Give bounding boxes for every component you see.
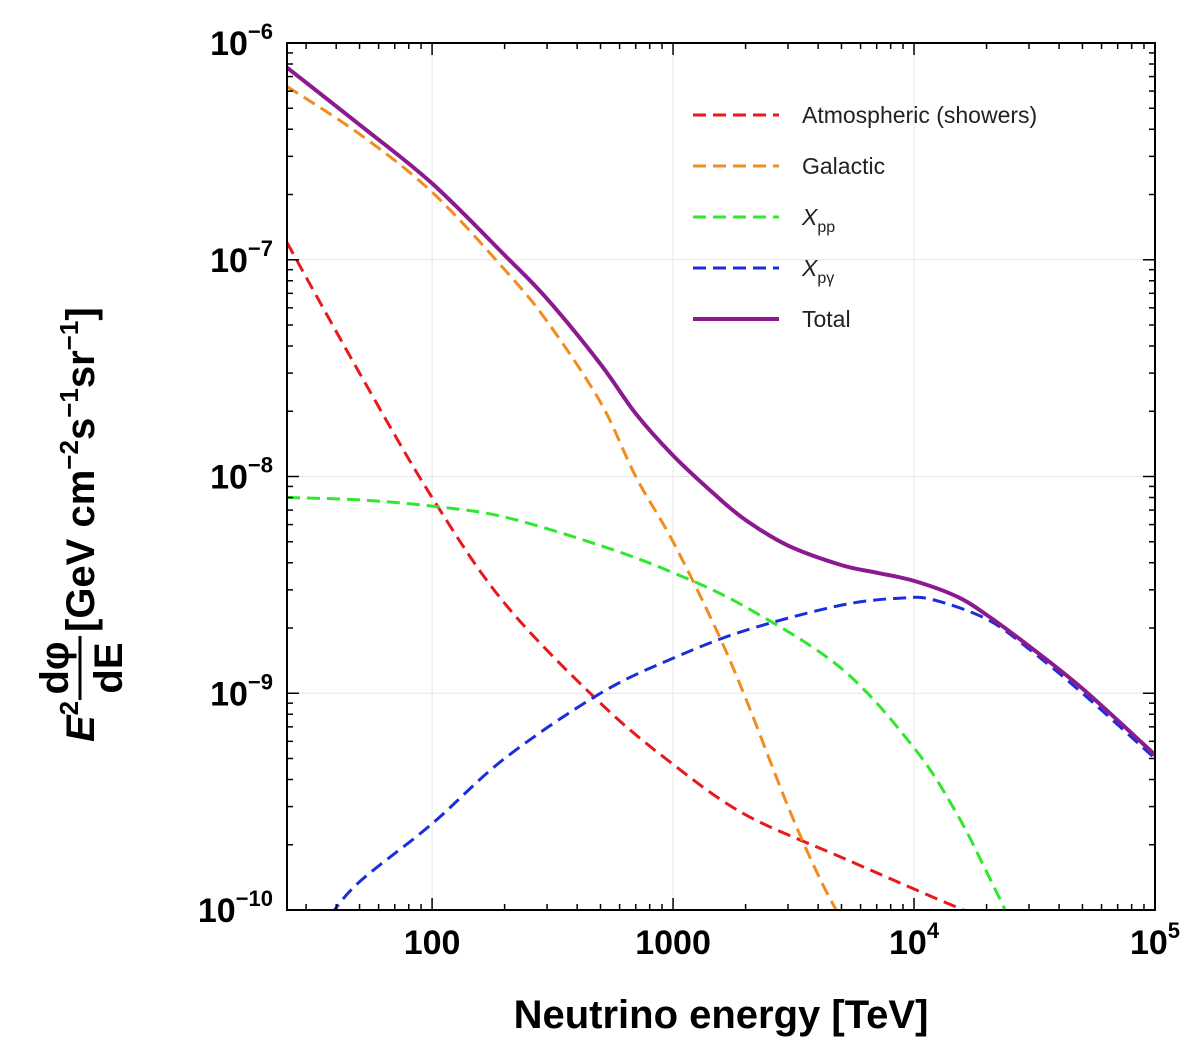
y-title-units-exp1: −2: [54, 440, 84, 470]
y-tick-label-base: 10: [210, 459, 248, 497]
x-tick-label-exp: 4: [927, 918, 940, 943]
y-tick-label-base: 10: [198, 892, 236, 930]
y-title-units-end: ]: [59, 307, 103, 320]
x-tick-label-base: 10: [1130, 924, 1168, 962]
y-title-units-exp2: −1: [54, 388, 84, 418]
x-tick-label-base: 1000: [635, 924, 711, 962]
svg-text:E2: E2: [54, 701, 103, 742]
y-tick-label-exp: −9: [248, 669, 273, 694]
y-tick-label: 10−6: [210, 19, 273, 63]
svg-text:[GeV cm−2s−1sr−1]: [GeV cm−2s−1sr−1]: [54, 307, 103, 632]
series-line-0: [287, 241, 968, 910]
series-group: [287, 66, 1155, 910]
series-line-1: [287, 85, 838, 910]
legend-label-sub: pγ: [817, 270, 834, 287]
y-title-frac-num: dφ: [33, 641, 77, 694]
y-tick-label-base: 10: [210, 675, 248, 713]
series-line-3: [332, 595, 1155, 910]
legend-label-base: X: [801, 255, 819, 281]
x-tick-label: 100: [404, 924, 461, 962]
y-title-units: [GeV cm: [59, 470, 103, 632]
series-line-2: [287, 496, 1007, 910]
y-title-prefix-exp: 2: [54, 701, 84, 715]
legend-label-1: Galactic: [802, 153, 885, 179]
x-tick-label-base: 10: [889, 924, 927, 962]
legend-label-sub: pp: [817, 219, 835, 236]
y-tick-label-exp: −10: [236, 886, 273, 911]
y-tick-label-exp: −7: [248, 236, 273, 261]
y-title-units-sr: sr: [59, 350, 103, 388]
y-tick-label: 10−9: [210, 669, 273, 713]
axis-ticks: [287, 42, 1156, 911]
legend-label-3: Xpγ: [801, 255, 834, 287]
x-tick-label: 1000: [635, 924, 711, 962]
legend-label-4: Total: [802, 306, 851, 332]
y-title-prefix: E: [59, 714, 103, 742]
y-tick-label-base: 10: [210, 25, 248, 63]
y-tick-label-exp: −6: [248, 19, 273, 44]
y-title-units-exp3: −1: [54, 321, 84, 351]
y-tick-label: 10−8: [210, 453, 273, 497]
y-title-frac-den: dE: [87, 642, 131, 693]
legend-label-0: Atmospheric (showers): [802, 102, 1037, 128]
y-axis-title: E2 dφ dE [GeV cm−2s−1sr−1]: [33, 307, 131, 742]
x-tick-label: 104: [889, 918, 940, 962]
y-tick-label-exp: −8: [248, 453, 273, 478]
y-title-units-s: s: [59, 418, 103, 440]
y-tick-label: 10−10: [198, 886, 273, 930]
legend-label-base: X: [801, 204, 819, 230]
y-tick-label: 10−7: [210, 236, 273, 280]
x-tick-label-exp: 5: [1168, 918, 1180, 943]
y-tick-label-base: 10: [210, 242, 248, 280]
x-axis-title: Neutrino energy [TeV]: [514, 993, 929, 1037]
x-tick-label: 105: [1130, 918, 1180, 962]
legend-label-2: Xpp: [801, 204, 835, 236]
series-line-4: [287, 66, 1155, 757]
x-tick-label-base: 100: [404, 924, 461, 962]
